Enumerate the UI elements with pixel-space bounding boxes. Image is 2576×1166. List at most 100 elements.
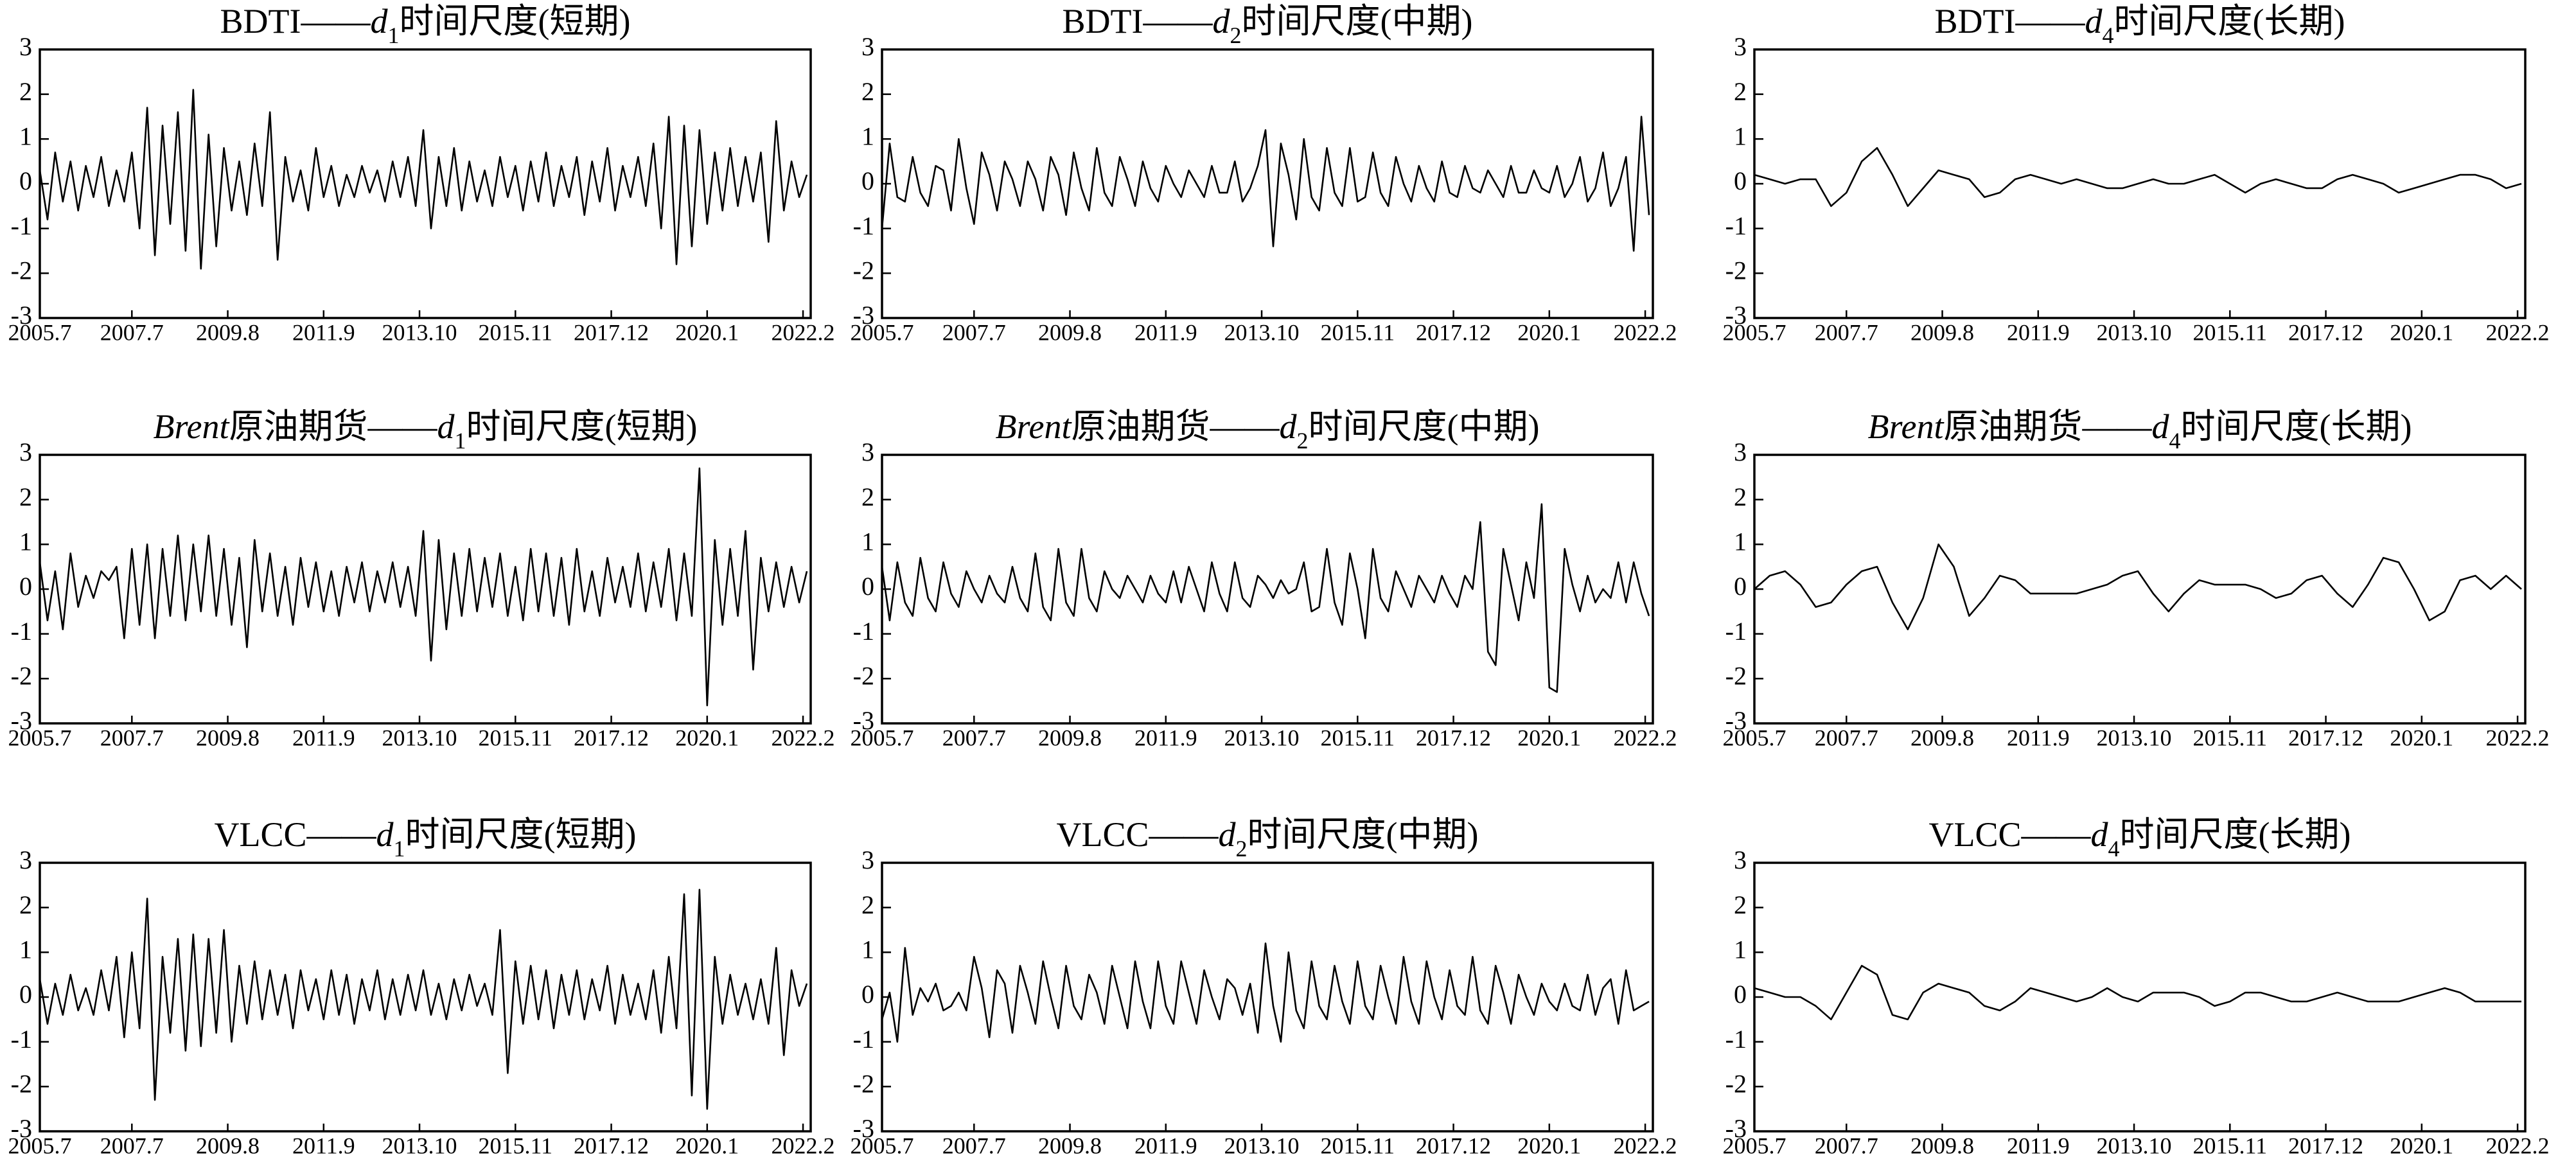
x-tick-label: 2017.12: [2288, 1133, 2363, 1158]
y-tick-label: -3: [853, 301, 874, 330]
x-tick-label: 2005.7: [851, 319, 914, 345]
data-line: [39, 888, 808, 1110]
y-tick-label: 1: [861, 122, 874, 151]
plot-frame: [39, 861, 812, 1133]
data-line: [881, 116, 1650, 252]
x-tick-label: 2013.10: [1224, 1133, 1300, 1158]
x-tick-label: 2015.11: [2192, 319, 2267, 345]
x-tick-label: 2017.12: [574, 725, 649, 750]
y-tick-label: -1: [1725, 617, 1747, 646]
x-tick-label: 2022.2: [2486, 319, 2550, 345]
x-tick-label: 2015.11: [478, 319, 552, 345]
x-tick-label: 2015.11: [1320, 319, 1395, 345]
y-tick-label: 1: [861, 527, 874, 556]
y-tick-label: 0: [861, 980, 874, 1009]
chart-title: VLCC——d1时间尺度(短期): [215, 815, 637, 861]
y-tick-label: -2: [853, 256, 874, 285]
x-tick-label: 2017.12: [1416, 725, 1491, 750]
y-tick-label: -1: [1725, 1025, 1747, 1054]
x-tick-label: 2007.7: [942, 319, 1006, 345]
x-tick-label: 2011.9: [292, 1133, 355, 1158]
plot-frame: [881, 454, 1654, 725]
x-tick-label: 2017.12: [574, 319, 649, 345]
plot-frame: [39, 454, 812, 725]
chart-title: VLCC——d4时间尺度(长期): [1929, 815, 2351, 861]
y-tick-label: 2: [861, 890, 874, 919]
x-tick-label: 2022.2: [1614, 725, 1677, 750]
y-tick-label: 2: [861, 77, 874, 106]
x-tick-label: 2011.9: [292, 725, 355, 750]
y-tick-label: 0: [861, 166, 874, 195]
x-tick-label: 2022.2: [772, 725, 835, 750]
x-tick-label: 2009.8: [1910, 319, 1974, 345]
x-tick-label: 2022.2: [1614, 319, 1677, 345]
x-tick-label: 2007.7: [942, 1133, 1006, 1158]
y-tick-label: 2: [19, 890, 32, 919]
x-tick-label: 2005.7: [851, 1133, 914, 1158]
data-line: [39, 89, 808, 270]
x-tick-label: 2011.9: [2007, 725, 2070, 750]
x-tick-label: 2015.11: [2192, 1133, 2267, 1158]
y-tick-label: 0: [1734, 572, 1747, 601]
x-tick-label: 2005.7: [851, 725, 914, 750]
x-tick-label: 2017.12: [1416, 319, 1491, 345]
x-tick-label: 2015.11: [478, 725, 552, 750]
x-tick-label: 2009.8: [1038, 319, 1102, 345]
y-tick-label: 0: [1734, 980, 1747, 1009]
y-tick-label: -2: [11, 256, 32, 285]
y-tick-label: 3: [1734, 845, 1747, 874]
x-tick-label: 2013.10: [382, 319, 457, 345]
x-tick-label: 2017.12: [2288, 725, 2363, 750]
x-tick-label: 2022.2: [772, 1133, 835, 1158]
y-tick-label: -1: [11, 211, 32, 240]
x-tick-label: 2020.1: [675, 1133, 739, 1158]
y-tick-label: 2: [1734, 890, 1747, 919]
x-tick-label: 2009.8: [1910, 1133, 1974, 1158]
x-tick-label: 2007.7: [1815, 1133, 1878, 1158]
x-tick-label: 2020.1: [1517, 319, 1581, 345]
x-tick-label: 2009.8: [1038, 1133, 1102, 1158]
y-tick-label: 3: [861, 32, 874, 61]
y-tick-label: -1: [11, 1025, 32, 1054]
y-tick-label: 2: [19, 482, 32, 511]
x-tick-label: 2005.7: [1723, 1133, 1786, 1158]
x-tick-label: 2017.12: [1416, 1133, 1491, 1158]
y-tick-label: 3: [861, 845, 874, 874]
data-line: [1754, 543, 2522, 630]
x-tick-label: 2020.1: [675, 319, 739, 345]
y-tick-label: 3: [19, 437, 32, 466]
y-tick-label: 1: [1734, 527, 1747, 556]
y-tick-label: 3: [19, 845, 32, 874]
plot-frame: [881, 861, 1654, 1133]
x-tick-label: 2017.12: [574, 1133, 649, 1158]
y-tick-label: -2: [1725, 1070, 1747, 1099]
data-line: [39, 467, 808, 707]
x-tick-label: 2007.7: [942, 725, 1006, 750]
y-tick-label: -3: [1725, 1114, 1747, 1143]
x-tick-label: 2009.8: [196, 319, 260, 345]
x-tick-label: 2011.9: [2007, 1133, 2070, 1158]
y-tick-label: -2: [11, 1070, 32, 1099]
x-tick-label: 2013.10: [382, 725, 457, 750]
y-tick-label: -1: [1725, 211, 1747, 240]
x-tick-label: 2022.2: [2486, 1133, 2550, 1158]
x-tick-label: 2005.7: [8, 1133, 72, 1158]
y-tick-label: 3: [861, 437, 874, 466]
plot-frame: [1753, 48, 2527, 319]
x-tick-label: 2015.11: [1320, 1133, 1395, 1158]
y-tick-label: -3: [1725, 301, 1747, 330]
data-line: [1754, 964, 2522, 1021]
x-tick-label: 2013.10: [1224, 725, 1300, 750]
y-tick-label: -3: [853, 1114, 874, 1143]
x-tick-label: 2015.11: [2192, 725, 2267, 750]
y-tick-label: 2: [1734, 77, 1747, 106]
y-tick-label: 0: [1734, 166, 1747, 195]
y-tick-label: -2: [853, 662, 874, 691]
x-tick-label: 2007.7: [100, 725, 164, 750]
x-tick-label: 2015.11: [1320, 725, 1395, 750]
x-tick-label: 2005.7: [1723, 725, 1786, 750]
x-tick-label: 2015.11: [478, 1133, 552, 1158]
x-tick-label: 2005.7: [8, 725, 72, 750]
x-tick-label: 2007.7: [100, 1133, 164, 1158]
